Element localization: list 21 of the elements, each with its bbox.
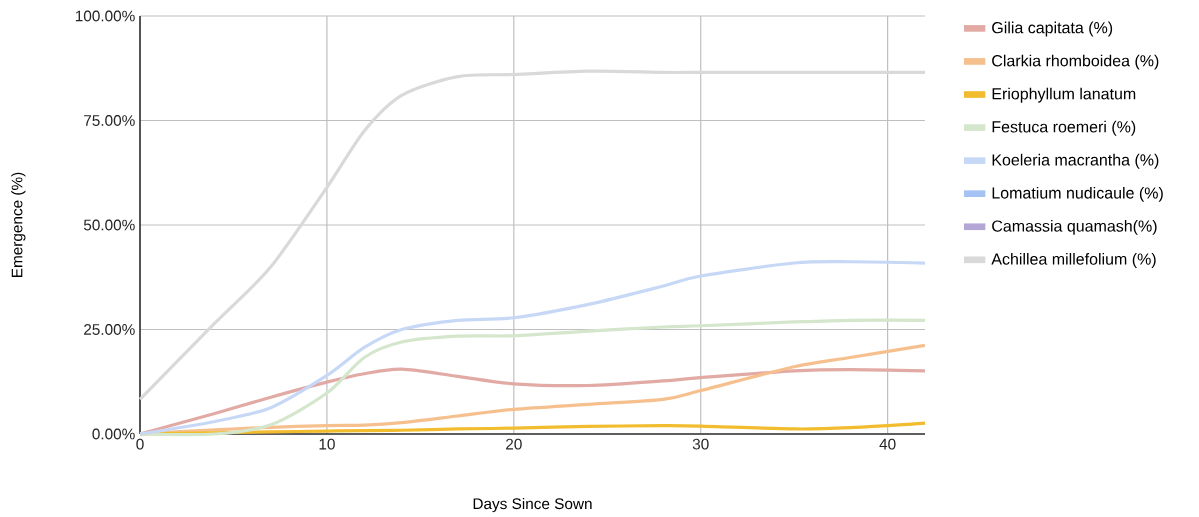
x-axis-title: Days Since Sown xyxy=(473,497,592,513)
legend-label: Clarkia rhomboidea (%) xyxy=(992,54,1159,70)
legend-label: Achillea millefolium (%) xyxy=(991,253,1156,268)
legend-label: Camassia quamash(%) xyxy=(992,219,1157,235)
legend-label: Lomatium nudicaule (%) xyxy=(992,186,1163,202)
y-axis-title: Emergence (%) xyxy=(11,172,26,277)
y-tick-label: 0.00% xyxy=(92,428,135,440)
legend-label: Gilia capitata (%) xyxy=(992,21,1113,37)
x-tick-label: 30 xyxy=(692,438,709,450)
x-tick-label: 40 xyxy=(879,438,896,450)
y-tick-label: 100.00% xyxy=(75,10,135,22)
line-series xyxy=(138,69,927,401)
legend-label: Eriophyllum lanatum xyxy=(992,87,1136,103)
y-tick-label: 75.00% xyxy=(84,115,135,126)
x-tick-label: 20 xyxy=(506,438,522,450)
y-tick-label: 25.00% xyxy=(84,324,135,335)
legend-label: Festuca roemeri (%) xyxy=(992,120,1136,136)
x-tick-label: 10 xyxy=(319,438,335,450)
x-tick-label: 0 xyxy=(136,438,144,450)
legend-label: Koeleria macrantha (%) xyxy=(992,153,1159,169)
y-tick-label: 50.00% xyxy=(83,219,135,231)
